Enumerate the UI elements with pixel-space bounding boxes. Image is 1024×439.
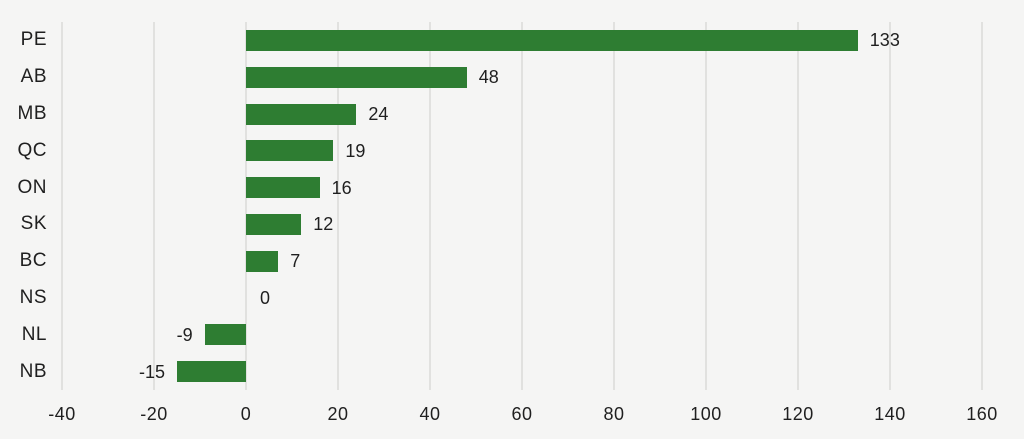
x-tick-label: 40: [419, 404, 441, 424]
gridline: [153, 22, 155, 390]
bar-value-label: 7: [290, 251, 301, 272]
gridline: [521, 22, 523, 390]
bar-value-label: 16: [331, 177, 352, 198]
gridline: [245, 22, 247, 390]
category-label: NL: [21, 323, 47, 345]
bar: [177, 361, 246, 383]
category-label: NB: [19, 360, 47, 382]
category-label: PE: [20, 29, 47, 51]
gridline: [981, 22, 983, 390]
bar: [246, 213, 302, 235]
plot-area: [61, 22, 983, 390]
x-tick-label: -40: [48, 404, 76, 424]
x-tick-label: 80: [603, 404, 625, 424]
x-tick-label: 140: [874, 404, 906, 424]
gridline: [797, 22, 799, 390]
bar-value-label: 48: [478, 67, 499, 88]
gridline: [705, 22, 707, 390]
bar-value-label: 19: [345, 140, 366, 161]
bar: [204, 324, 246, 346]
category-label: NS: [19, 287, 47, 308]
gridline: [889, 22, 891, 390]
category-label: BC: [19, 250, 47, 272]
x-tick-label: 0: [240, 404, 252, 424]
bar-value-label: 24: [368, 104, 389, 124]
bar: [246, 29, 858, 51]
x-tick-label: 160: [966, 404, 998, 424]
x-tick-label: 20: [327, 404, 349, 424]
gridline: [613, 22, 615, 390]
category-label: AB: [20, 66, 47, 88]
bar-value-label: 133: [869, 30, 900, 51]
bar-value-label: -15: [138, 361, 165, 382]
gridline: [337, 22, 339, 390]
bar-value-label: 12: [313, 214, 334, 235]
bar-value-label: 0: [260, 288, 271, 308]
bar: [246, 250, 279, 272]
x-tick-label: 120: [782, 404, 814, 424]
category-label: QC: [17, 139, 47, 161]
category-label: SK: [20, 213, 47, 235]
bar: [246, 177, 320, 199]
x-tick-label: -20: [140, 404, 168, 424]
category-label: MB: [17, 103, 47, 124]
gridline: [61, 22, 63, 390]
bar: [246, 103, 357, 125]
x-tick-label: 60: [511, 404, 533, 424]
gridline: [429, 22, 431, 390]
bar: [246, 66, 467, 88]
category-label: ON: [17, 176, 47, 198]
bar-value-label: -9: [176, 324, 193, 345]
x-tick-label: 100: [690, 404, 722, 424]
bar: [246, 140, 334, 162]
